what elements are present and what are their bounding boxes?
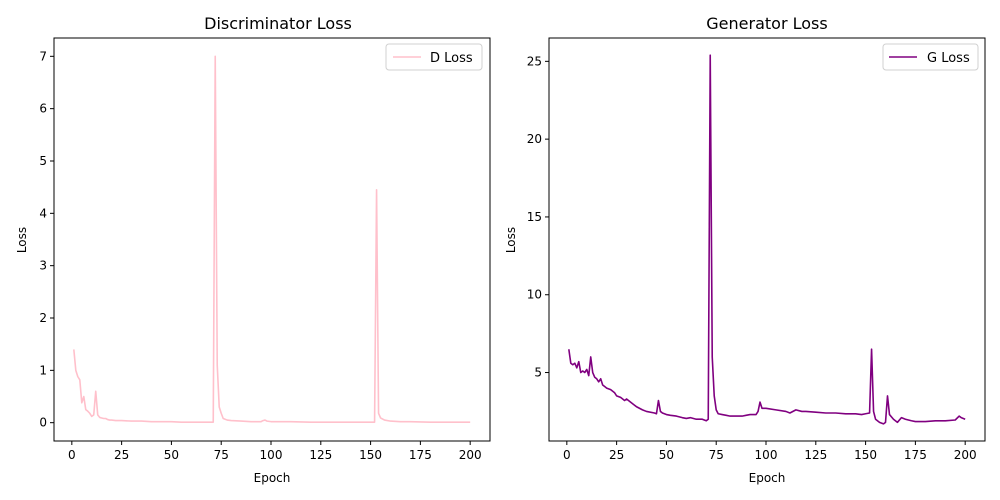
x-tick-label: 125 xyxy=(309,448,332,462)
y-tick-label: 0 xyxy=(39,416,47,430)
legend-label-g-loss: G Loss xyxy=(927,51,970,66)
y-axis: 0 1 2 3 4 5 6 7 xyxy=(39,49,54,430)
x-tick-label: 100 xyxy=(755,448,778,462)
chart-title: Discriminator Loss xyxy=(204,14,352,33)
x-tick-label: 25 xyxy=(114,448,129,462)
plot-area xyxy=(568,54,966,425)
x-tick-label: 75 xyxy=(709,448,724,462)
x-tick-label: 75 xyxy=(214,448,229,462)
x-tick-label: 175 xyxy=(409,448,432,462)
y-axis-label: Loss xyxy=(15,227,29,253)
discriminator-loss-chart: Discriminator Loss 0 25 50 75 100 125 150 175 20… xyxy=(15,14,491,485)
x-axis: 0 25 50 75 100 125 150 175 200 xyxy=(68,441,482,462)
chart-title: Generator Loss xyxy=(706,14,827,33)
x-axis-label: Epoch xyxy=(749,471,786,485)
x-axis: 0 25 50 75 100 125 150 175 200 xyxy=(563,441,977,462)
series-line-d-loss xyxy=(73,55,471,423)
legend: G Loss xyxy=(882,43,979,71)
y-tick-label: 1 xyxy=(39,363,47,377)
y-tick-label: 20 xyxy=(527,132,542,146)
x-tick-label: 0 xyxy=(68,448,76,462)
x-tick-label: 50 xyxy=(164,448,179,462)
y-tick-label: 10 xyxy=(527,288,542,302)
series-line-g-loss xyxy=(568,54,966,425)
x-tick-label: 150 xyxy=(359,448,382,462)
y-axis-label: Loss xyxy=(504,227,518,253)
y-tick-label: 25 xyxy=(527,54,542,68)
legend: D Loss xyxy=(385,43,483,71)
x-tick-label: 125 xyxy=(804,448,827,462)
generator-loss-chart: Generator Loss 0 25 50 75 100 125 150 175 200 5 1… xyxy=(504,14,986,485)
y-tick-label: 6 xyxy=(39,102,47,116)
x-tick-label: 150 xyxy=(854,448,877,462)
x-tick-label: 200 xyxy=(459,448,482,462)
axes-frame xyxy=(53,37,491,442)
y-tick-label: 4 xyxy=(39,206,47,220)
legend-label-d-loss: D Loss xyxy=(430,51,473,66)
y-tick-label: 15 xyxy=(527,210,542,224)
x-axis-label: Epoch xyxy=(254,471,291,485)
x-tick-label: 100 xyxy=(260,448,283,462)
y-tick-label: 3 xyxy=(39,259,47,273)
x-tick-label: 200 xyxy=(954,448,977,462)
x-tick-label: 25 xyxy=(609,448,624,462)
x-tick-label: 175 xyxy=(904,448,927,462)
legend-box xyxy=(385,43,483,71)
plot-area xyxy=(73,55,471,423)
axes-frame xyxy=(548,37,986,442)
x-tick-label: 0 xyxy=(563,448,571,462)
y-axis: 5 10 15 20 25 xyxy=(527,54,549,380)
legend-box xyxy=(882,43,979,71)
y-tick-label: 5 xyxy=(534,366,542,380)
y-tick-label: 5 xyxy=(39,154,47,168)
y-tick-label: 7 xyxy=(39,49,47,63)
y-tick-label: 2 xyxy=(39,311,47,325)
x-tick-label: 50 xyxy=(659,448,674,462)
